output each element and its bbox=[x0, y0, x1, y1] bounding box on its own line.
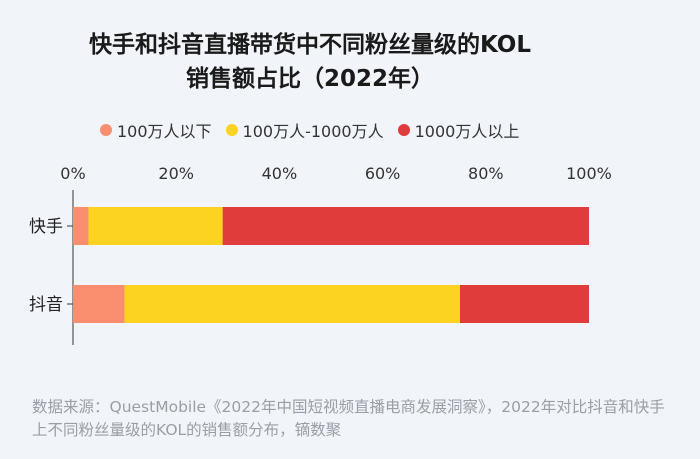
bar-segment bbox=[73, 285, 125, 323]
chart-title-line-1: 快手和抖音直播带货中不同粉丝量级的KOL bbox=[89, 32, 531, 58]
legend-swatch bbox=[100, 124, 112, 136]
legend-label: 1000万人以上 bbox=[414, 122, 520, 141]
source-note: 数据来源：QuestMobile《2022年中国短视频直播电商发展洞察》，202… bbox=[32, 398, 665, 439]
bar-segment bbox=[222, 207, 589, 245]
bar-segment bbox=[73, 207, 89, 245]
legend-label: 100万人以下 bbox=[117, 122, 212, 141]
bar-segment bbox=[460, 285, 589, 323]
y-tick-label: 快手 bbox=[29, 217, 63, 237]
legend-item-1m-10m: 100万人-1000万人 bbox=[225, 118, 384, 142]
x-tick-label: 0% bbox=[60, 164, 85, 183]
legend-swatch bbox=[397, 124, 410, 136]
chart-title: 快手和抖音直播带货中不同粉丝量级的KOL 销售额占比（2022年） bbox=[0, 28, 620, 96]
legend-item-above-10m: 1000万人以上 bbox=[397, 118, 520, 142]
x-tick-label: 40% bbox=[262, 164, 298, 183]
x-tick-label: 60% bbox=[365, 164, 401, 183]
legend-label: 100万人-1000万人 bbox=[242, 122, 384, 141]
y-tick-label: 抖音 bbox=[29, 295, 63, 315]
legend: 100万人以下 100万人-1000万人 1000万人以上 bbox=[100, 118, 519, 142]
legend-item-below-1m: 100万人以下 bbox=[100, 118, 212, 142]
x-tick-label: 80% bbox=[468, 164, 504, 183]
bar-segment bbox=[124, 285, 460, 323]
x-tick-label: 100% bbox=[566, 164, 612, 183]
legend-swatch bbox=[225, 124, 238, 136]
bar-segment bbox=[88, 207, 223, 245]
x-tick-label: 20% bbox=[158, 164, 194, 183]
chart-title-line-2: 销售额占比（2022年） bbox=[185, 66, 434, 92]
